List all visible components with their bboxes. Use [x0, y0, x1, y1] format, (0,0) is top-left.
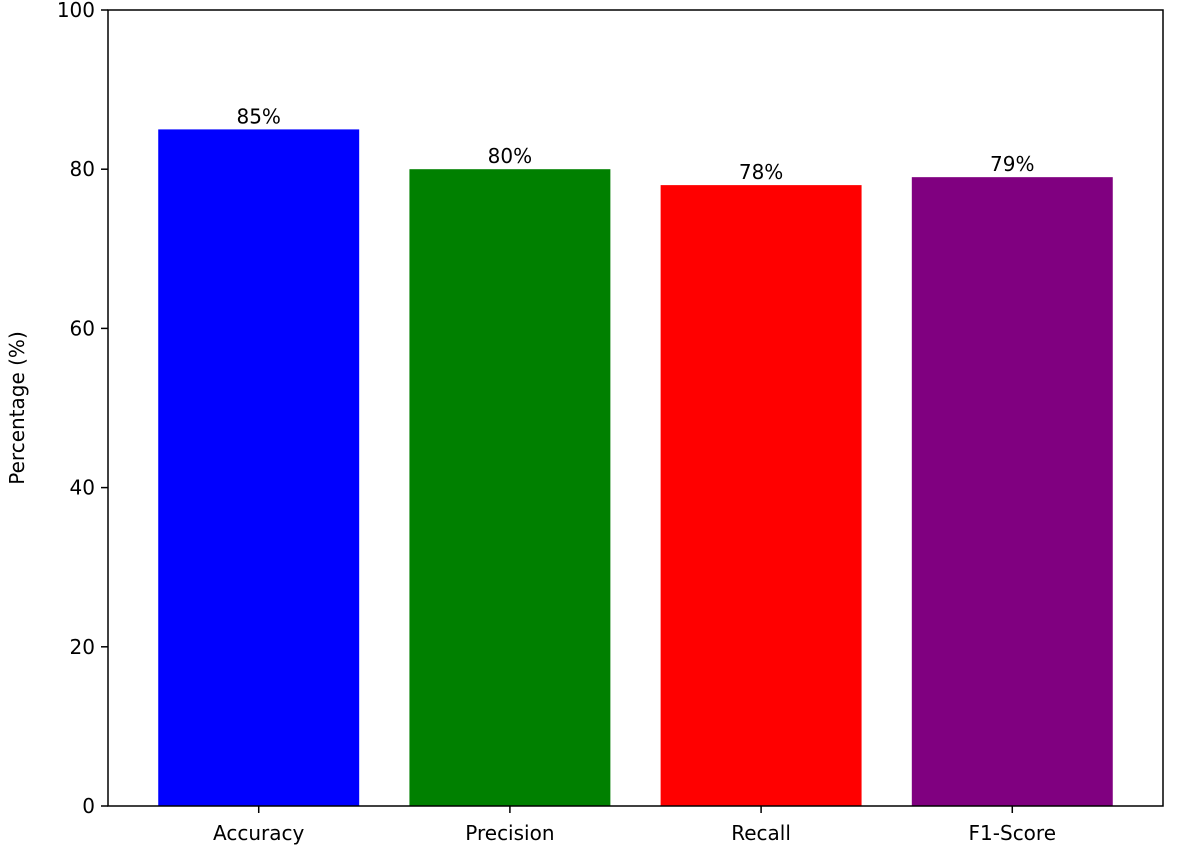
y-tick-label: 100 — [57, 0, 95, 22]
bar-precision — [409, 169, 611, 806]
x-tick-label: Recall — [731, 821, 791, 845]
x-tick-label: F1-Score — [969, 821, 1056, 845]
x-tick-label: Precision — [465, 821, 554, 845]
data-label-accuracy: 85% — [236, 104, 280, 128]
bar-accuracy — [158, 129, 360, 806]
x-tick-label: Accuracy — [213, 821, 304, 845]
y-tick-label: 40 — [70, 476, 95, 500]
bars-layer — [158, 129, 1113, 806]
y-tick-label: 60 — [70, 316, 95, 340]
y-tick-label: 80 — [70, 157, 95, 181]
data-label-precision: 80% — [488, 144, 532, 168]
y-tick-label: 20 — [70, 635, 95, 659]
y-tick-label: 0 — [82, 794, 95, 818]
plot-area-frame — [107, 9, 1164, 807]
x-axis-ticks: Accuracy Precision Recall F1-Score — [213, 806, 1056, 845]
data-label-recall: 78% — [739, 160, 783, 184]
bar-recall — [660, 185, 862, 806]
y-axis-ticks: 0 20 40 60 80 100 — [57, 0, 108, 818]
bar-f1-score — [911, 177, 1113, 806]
data-label-f1-score: 79% — [990, 152, 1034, 176]
data-labels-layer: 85% 80% 78% 79% — [236, 104, 1034, 184]
y-axis-label: Percentage (%) — [5, 331, 29, 484]
